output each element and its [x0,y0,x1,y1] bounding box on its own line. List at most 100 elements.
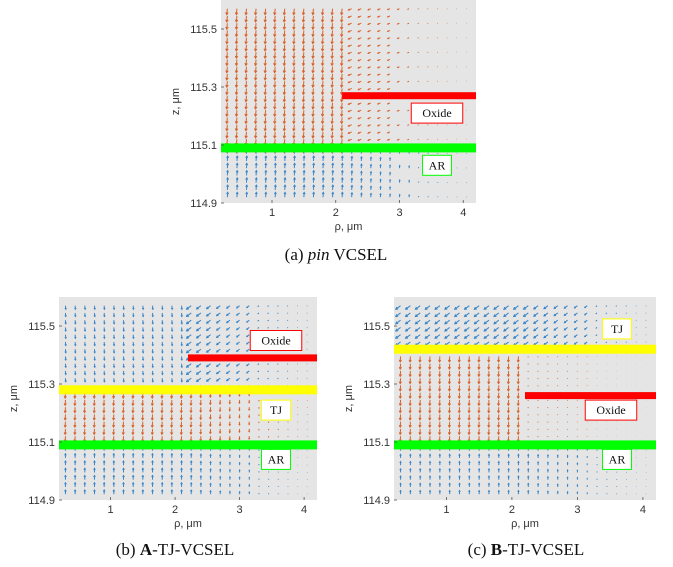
panel-b-current-arrow-head [170,315,174,318]
panel-b-current-arrow-head [83,329,87,333]
panel-a-current-arrow-head [263,99,267,103]
panel-b-current-arrow-head [248,491,251,494]
panel-a-current-arrow-head [311,41,315,45]
panel-b-ytick-label: 115.5 [28,321,55,333]
panel-a-current-arrow-head [367,37,370,40]
panel-c-current-arrow [434,305,441,310]
panel-b-current-arrow-head [238,423,241,426]
panel-b-current-arrow-head [122,452,125,456]
panel-a-current-arrow [341,59,343,66]
panel-b-current-arrow-head [209,424,212,428]
panel-c-current-arrow-head [463,306,468,310]
panel-c-current-arrow-head [398,359,402,363]
panel-a-current-arrow-head [234,106,239,110]
panel-b-caption-suffix: -TJ-VCSEL [152,540,235,559]
panel-a-current-arrow-head [340,184,344,188]
panel-a-current-arrow-head [253,128,258,132]
panel-a-current-arrow-head [293,184,296,188]
panel-a-current-arrow-head [408,164,411,167]
panel-a-current-arrow-head [350,191,354,195]
panel-a-current-arrow-head [263,41,267,45]
panel-b-current-arrow-head [189,424,193,428]
panel-c-current-arrow-head [573,328,577,331]
panel-a-current-arrow [254,117,257,124]
panel-b-current-arrow-head [199,431,203,435]
panel-a-current-arrow-head [357,81,360,84]
panel-b-current-arrow-head [102,424,106,429]
panel-b-current-arrow-head [161,307,164,311]
panel-b-current-arrow-head [189,410,193,414]
panel-b-current-arrow-head [141,329,145,333]
panel-b-current-arrow-head [160,403,164,407]
panel-c-tunnel-junction-layer [394,344,656,354]
panel-a-current-arrow-head [264,155,268,159]
panel-b-current-arrow-head [180,351,183,354]
panel-a-current-arrow [293,52,295,59]
panel-a-current-arrow-head [379,156,382,160]
panel-a-current-arrow-head [321,169,325,173]
panel-a-current-arrow-head [386,139,389,141]
panel-a-current-arrow-head [225,92,229,96]
panel-c-current-arrow-head [497,403,501,407]
panel-a-current-arrow [254,124,257,131]
panel-a-current-arrow [226,15,228,22]
panel-c-current-arrow-head [458,460,461,464]
panel-c-current-arrow-head [556,468,559,471]
panel-a-current-arrow [274,15,276,22]
panel-a-current-arrow-head [283,184,287,188]
panel-a-current-arrow [254,37,257,44]
panel-a-current-arrow-head [386,73,389,76]
panel-a-current-arrow-head [379,178,382,181]
panel-a-current-arrow [341,66,343,73]
panel-b-current-arrow-head [235,378,239,381]
panel-c-current-arrow-head [428,403,432,407]
panel-a-current-arrow-head [376,8,380,11]
panel-a-current-arrow-head [245,176,249,180]
panel-b-current-arrow-head [160,489,164,492]
panel-a-current-arrow [312,52,314,59]
panel-a-current-arrow-head [293,169,296,173]
panel-a-current-arrow [293,66,295,73]
panel-a-current-arrow-head [396,52,399,54]
panel-b-current-arrow-head [122,373,125,376]
panel-a-current-arrow-head [244,12,248,16]
panel-a-current-arrow-head [347,102,350,106]
panel-b-current-arrow-head [215,321,219,324]
panel-a-current-arrow [321,110,324,117]
panel-c-current-arrow-head [563,320,567,324]
panel-c-current-arrow-head [438,374,442,378]
panel-a-current-arrow [264,81,267,88]
panel-b-active-region-layer [59,440,317,450]
panel-b-current-arrow-head [238,476,241,479]
panel-a-current-arrow-head [360,192,363,195]
panel-a-current-arrow-head [340,191,344,195]
panel-c-current-arrow-head [398,388,402,392]
panel-c-current-arrow-head [522,306,527,310]
panel-b-tj-label-box [261,399,291,421]
panel-a-current-arrow [235,23,238,30]
panel-a-current-arrow-head [350,155,354,159]
panel-b-current-arrow-head [93,481,96,485]
panel-a-current-arrow [235,37,238,44]
panel-c-current-arrow-head [512,321,517,325]
panel-b-current-arrow-head [83,373,87,376]
panel-a-current-arrow [235,117,238,124]
panel-c-current-arrow-head [527,460,530,464]
panel-c-current-arrow [483,334,490,339]
panel-a-current-arrow-head [234,84,239,89]
panel-c-xtick-label: 2 [509,504,515,516]
panel-b-current-arrow-head [112,307,116,311]
panel-a-current-arrow-head [376,44,380,47]
panel-b-current-arrow-head [122,358,125,362]
panel-c-current-arrow-head [477,381,481,385]
panel-c-current-arrow-head [527,489,530,493]
panel-c-current-arrow-head [546,468,549,471]
panel-a-current-arrow [341,73,343,80]
panel-c-current-arrow [464,334,470,339]
panel-a-current-arrow-head [398,193,401,196]
panel-c-current-arrow [513,305,519,310]
panel-c-current-arrow-head [394,314,399,318]
panel-c-current-arrow-head [533,328,537,332]
panel-a-current-arrow-head [301,70,306,74]
panel-c-current-arrow-head [399,482,402,485]
